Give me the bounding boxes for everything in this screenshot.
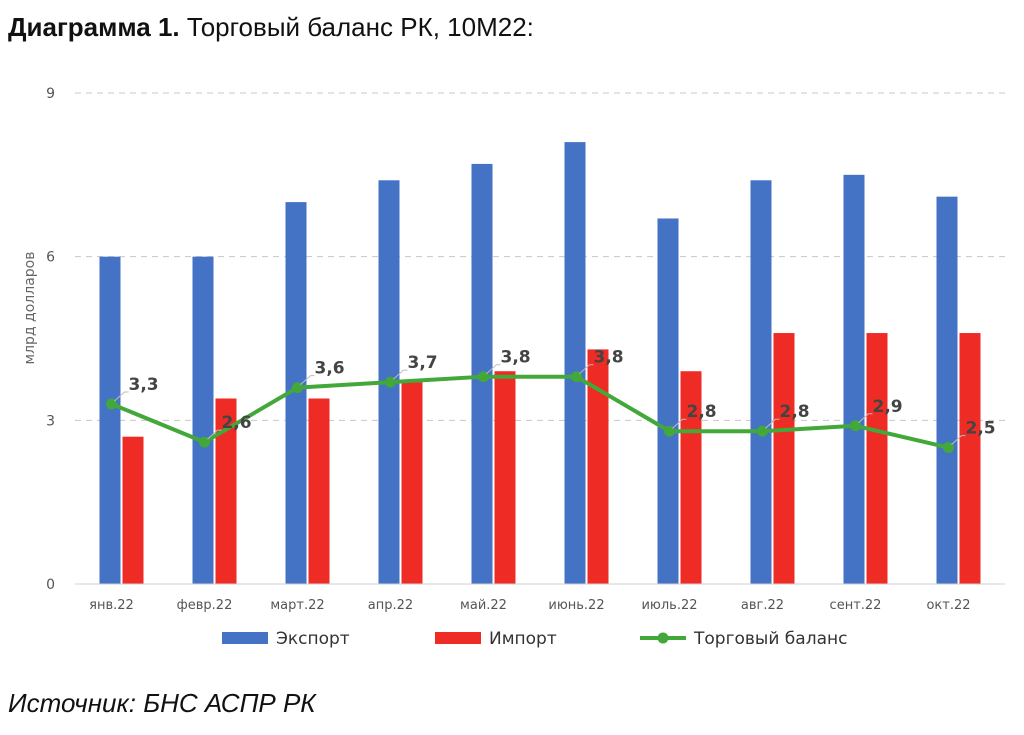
balance-point-1 bbox=[199, 436, 210, 448]
legend-swatch-import bbox=[435, 632, 481, 644]
x-tick-labels: янв.22 февр.22 март.22 апр.22 май.22 июнь.22 и… bbox=[89, 598, 970, 613]
balance-leader-7 bbox=[765, 418, 780, 429]
x-tick-9: окт.22 bbox=[926, 598, 970, 613]
balance-point-9 bbox=[943, 442, 954, 454]
import-bar-6 bbox=[680, 371, 702, 584]
x-tick-0: янв.22 bbox=[89, 598, 134, 613]
balance-leader-5 bbox=[579, 364, 594, 375]
x-tick-7: авг.22 bbox=[741, 598, 784, 613]
chart-title-bold: Диаграмма 1. bbox=[8, 12, 180, 42]
balance-point-4 bbox=[478, 371, 489, 383]
balance-point-8 bbox=[850, 420, 861, 432]
import-bar-2 bbox=[308, 398, 330, 584]
import-bar-0 bbox=[122, 436, 144, 584]
chart-title-rest: Торговый баланс РК, 10М22: bbox=[179, 12, 534, 42]
balance-leader-4 bbox=[486, 364, 501, 375]
balance-label-8: 2,9 bbox=[873, 397, 903, 417]
import-bar-1 bbox=[215, 398, 237, 584]
balance-point-6 bbox=[664, 425, 675, 437]
balance-point-2 bbox=[292, 382, 303, 394]
x-tick-3: апр.22 bbox=[368, 598, 413, 613]
import-bar-9 bbox=[959, 333, 981, 584]
legend-label-import: Импорт bbox=[489, 629, 557, 649]
legend: Экспорт Импорт Торговый баланс bbox=[222, 629, 847, 649]
balance-leader-9 bbox=[951, 435, 966, 445]
balance-leader-0 bbox=[114, 391, 129, 402]
import-bar-4 bbox=[494, 371, 516, 584]
legend-label-balance: Торговый баланс bbox=[693, 629, 847, 649]
balance-label-9: 2,5 bbox=[966, 419, 996, 439]
balance-leader-8 bbox=[858, 413, 873, 424]
grid-lines bbox=[75, 92, 1005, 421]
balance-label-2: 3,6 bbox=[315, 359, 345, 379]
export-bar-6 bbox=[657, 218, 679, 584]
bars bbox=[99, 142, 981, 585]
balance-leader-3 bbox=[393, 369, 408, 380]
balance-leader-6 bbox=[672, 418, 687, 429]
balance-label-6: 2,8 bbox=[687, 402, 717, 422]
import-bar-8 bbox=[866, 333, 888, 584]
balance-label-5: 3,8 bbox=[594, 348, 624, 368]
import-bar-7 bbox=[773, 333, 795, 584]
y-tick-9: 9 bbox=[46, 86, 55, 102]
x-tick-4: май.22 bbox=[460, 598, 507, 613]
import-bar-5 bbox=[587, 349, 609, 584]
y-tick-6: 6 bbox=[46, 250, 55, 266]
y-tick-3: 3 bbox=[46, 413, 55, 429]
trade-balance-chart: 0 3 6 9 млрд долларов 3,3 2,6 3,6 3,7 3,8 3,8 2,8… bbox=[22, 86, 1005, 649]
balance-label-0: 3,3 bbox=[129, 375, 159, 395]
balance-leader-1 bbox=[207, 429, 222, 440]
balance-polyline bbox=[110, 374, 949, 450]
export-bar-9 bbox=[936, 196, 958, 584]
balance-label-7: 2,8 bbox=[780, 402, 810, 422]
import-bar-3 bbox=[401, 382, 423, 584]
balance-label-4: 3,8 bbox=[501, 348, 531, 368]
export-bar-5 bbox=[564, 142, 586, 584]
legend-swatch-export bbox=[222, 632, 268, 644]
legend-swatch-balance-dot bbox=[657, 632, 669, 644]
export-bar-8 bbox=[843, 174, 865, 585]
export-bar-1 bbox=[192, 256, 214, 584]
balance-leader-2 bbox=[300, 375, 315, 385]
export-bar-7 bbox=[750, 180, 772, 585]
balance-point-7 bbox=[757, 425, 768, 437]
legend-label-export: Экспорт bbox=[276, 629, 350, 649]
balance-label-3: 3,7 bbox=[408, 353, 438, 373]
chart-title: Диаграмма 1. Торговый баланс РК, 10М22: bbox=[8, 12, 534, 43]
balance-point-0 bbox=[106, 398, 117, 410]
source-note: Источник: БНС АСПР РК bbox=[8, 688, 316, 718]
balance-label-1: 2,6 bbox=[222, 413, 252, 433]
balance-line: 3,3 2,6 3,6 3,7 3,8 3,8 2,8 2,8 2,9 2,5 bbox=[106, 348, 996, 454]
y-axis-label: млрд долларов bbox=[22, 252, 38, 365]
x-tick-8: сент.22 bbox=[830, 598, 882, 613]
balance-point-3 bbox=[385, 376, 396, 388]
y-tick-labels: 0 3 6 9 bbox=[46, 86, 55, 593]
x-tick-2: март.22 bbox=[270, 598, 324, 613]
export-bar-0 bbox=[99, 256, 121, 584]
balance-point-5 bbox=[571, 371, 582, 383]
x-tick-5: июнь.22 bbox=[548, 598, 604, 613]
y-tick-0: 0 bbox=[46, 577, 55, 593]
x-tick-1: февр.22 bbox=[177, 598, 233, 613]
x-tick-6: июль.22 bbox=[641, 598, 697, 613]
export-bar-2 bbox=[285, 202, 307, 584]
